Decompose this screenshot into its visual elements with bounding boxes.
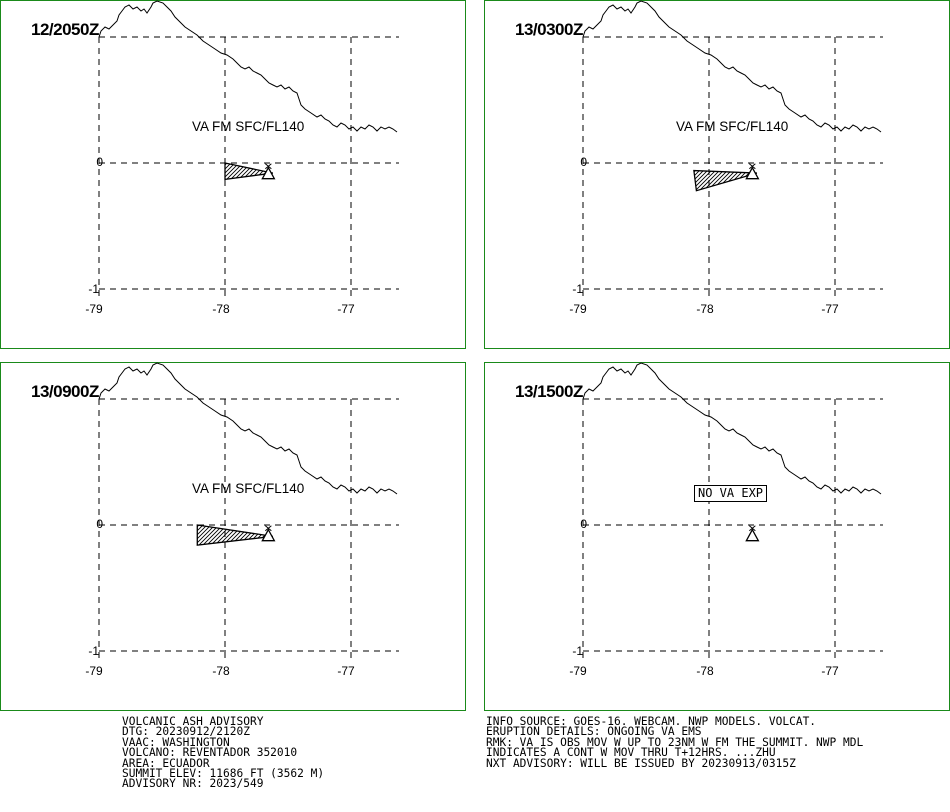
lon-label-78: -78	[696, 664, 714, 678]
advisory-line: RMK: VA IS OBS MOV W UP TO 23NM W FM THE…	[486, 735, 864, 749]
graticule	[582, 36, 883, 297]
graticule	[98, 36, 399, 297]
panel-time: 12/2050Z	[31, 20, 99, 39]
forecast-panel-1: 12/2050Z VA FM SFC/FL140 0 -1 -79 -78 -7…	[0, 0, 466, 349]
lon-label-79: -79	[85, 664, 103, 678]
map-canvas-1	[98, 0, 399, 297]
lat-label-0: 0	[96, 517, 103, 531]
coastline	[98, 362, 398, 495]
lon-label-78: -78	[212, 664, 230, 678]
no-va-expected-box: NO VA EXP	[694, 485, 768, 502]
lat-label-0: 0	[580, 155, 587, 169]
advisory-details-block: INFO SOURCE: GOES-16. WEBCAM. NWP MODELS…	[486, 715, 864, 770]
panel-time: 13/1500Z	[515, 382, 583, 401]
coastline	[98, 0, 398, 133]
advisory-line: INFO SOURCE: GOES-16. WEBCAM. NWP MODELS…	[486, 715, 817, 728]
advisory-line: INDICATES A CONT W MOV THRU T+12HRS. ...…	[486, 746, 776, 760]
lon-label-79: -79	[569, 302, 587, 316]
map-canvas-2	[582, 0, 883, 297]
graticule	[98, 398, 399, 659]
volcano-triangle-icon	[745, 525, 760, 542]
panel-time: 13/0300Z	[515, 20, 583, 39]
advisory-line: SUMMIT ELEV: 11686 FT (3562 M)	[122, 767, 325, 781]
ash-cloud-polygon	[693, 169, 758, 192]
volcano-triangle-icon	[745, 163, 760, 180]
lon-label-79: -79	[85, 302, 103, 316]
advisory-line: VOLCANO: REVENTADOR 352010	[122, 746, 298, 760]
lat-label-minus1: -1	[572, 282, 583, 296]
map-canvas-4	[582, 362, 883, 659]
volcano-triangle-icon	[261, 163, 276, 180]
ash-layer-label: VA FM SFC/FL140	[192, 119, 305, 134]
lat-label-minus1: -1	[88, 644, 99, 658]
advisory-line: DTG: 20230912/2120Z	[122, 725, 250, 739]
lat-label-0: 0	[96, 155, 103, 169]
ash-layer-label: VA FM SFC/FL140	[192, 481, 305, 496]
advisory-line: NXT ADVISORY: WILL BE ISSUED BY 20230913…	[486, 756, 796, 770]
advisory-line: VAAC: WASHINGTON	[122, 735, 230, 749]
advisory-line: VOLCANIC ASH ADVISORY	[122, 715, 264, 728]
graticule	[582, 398, 883, 659]
volcano-triangle-icon	[261, 525, 276, 542]
advisory-line: ERUPTION DETAILS: ONGOING VA EMS	[486, 725, 702, 739]
coastline	[582, 0, 882, 133]
lon-label-79: -79	[569, 664, 587, 678]
lon-label-77: -77	[337, 302, 355, 316]
ash-cloud-polygon	[196, 524, 273, 546]
lon-label-78: -78	[212, 302, 230, 316]
ash-layer-label: VA FM SFC/FL140	[676, 119, 789, 134]
lon-label-77: -77	[337, 664, 355, 678]
panel-time: 13/0900Z	[31, 382, 99, 401]
ash-cloud-polygon	[224, 162, 274, 181]
forecast-panel-3: 13/0900Z VA FM SFC/FL140 0 -1 -79 -78 -7…	[0, 362, 466, 711]
lat-label-minus1: -1	[88, 282, 99, 296]
map-canvas-3	[98, 362, 399, 659]
lon-label-77: -77	[821, 664, 839, 678]
advisory-header-block: VOLCANIC ASH ADVISORY DTG: 20230912/2120…	[122, 715, 325, 791]
lon-label-78: -78	[696, 302, 714, 316]
advisory-line: AREA: ECUADOR	[122, 756, 210, 770]
forecast-panel-4: 13/1500Z NO VA EXP 0 -1 -79 -78 -77	[484, 362, 950, 711]
lat-label-minus1: -1	[572, 644, 583, 658]
advisory-line: ADVISORY NR: 2023/549	[122, 777, 264, 791]
forecast-panel-2: 13/0300Z VA FM SFC/FL140 0 -1 -79 -78 -7…	[484, 0, 950, 349]
lat-label-0: 0	[580, 517, 587, 531]
coastline	[582, 362, 882, 495]
lon-label-77: -77	[821, 302, 839, 316]
